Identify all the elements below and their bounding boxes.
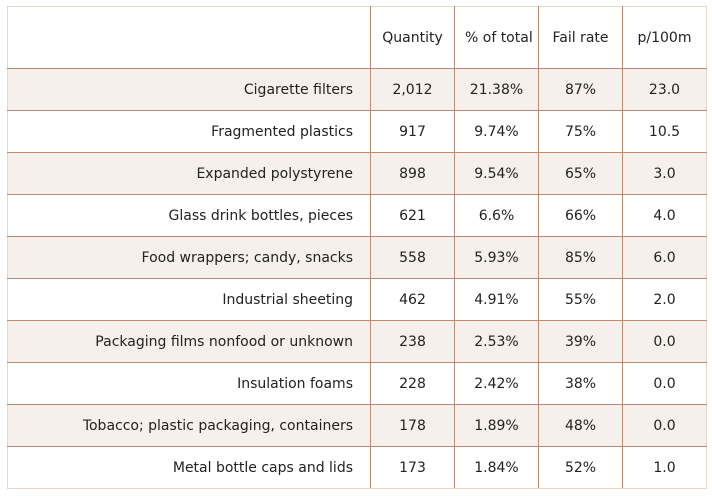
cell-fail-rate: 85%: [538, 236, 623, 279]
table-row: Insulation foams 228 2.42% 38% 0.0: [7, 362, 707, 405]
cell-percent: 6.6%: [454, 194, 539, 237]
header-per-100m: p/100m: [622, 6, 707, 69]
cell-per-100m: 1.0: [622, 446, 707, 489]
cell-item: Fragmented plastics: [7, 110, 371, 153]
table-row: Metal bottle caps and lids 173 1.84% 52%…: [7, 446, 707, 489]
cell-fail-rate: 55%: [538, 278, 623, 321]
cell-fail-rate: 87%: [538, 68, 623, 111]
table-row: Expanded polystyrene 898 9.54% 65% 3.0: [7, 152, 707, 195]
cell-item: Tobacco; plastic packaging, containers: [7, 404, 371, 447]
cell-percent: 21.38%: [454, 68, 539, 111]
cell-item: Glass drink bottles, pieces: [7, 194, 371, 237]
header-percent-of-total: % of total: [454, 6, 539, 69]
cell-quantity: 462: [370, 278, 455, 321]
cell-fail-rate: 75%: [538, 110, 623, 153]
header-item: [7, 6, 371, 69]
header-row: Quantity % of total Fail rate p/100m: [7, 6, 707, 69]
table-row: Fragmented plastics 917 9.74% 75% 10.5: [7, 110, 707, 153]
cell-fail-rate: 39%: [538, 320, 623, 363]
cell-percent: 4.91%: [454, 278, 539, 321]
table-row: Food wrappers; candy, snacks 558 5.93% 8…: [7, 236, 707, 279]
cell-per-100m: 0.0: [622, 320, 707, 363]
cell-item: Insulation foams: [7, 362, 371, 405]
cell-percent: 1.84%: [454, 446, 539, 489]
cell-quantity: 238: [370, 320, 455, 363]
data-table-container: Quantity % of total Fail rate p/100m Cig…: [7, 6, 707, 489]
cell-percent: 2.53%: [454, 320, 539, 363]
table-row: Cigarette filters 2,012 21.38% 87% 23.0: [7, 68, 707, 111]
cell-quantity: 173: [370, 446, 455, 489]
cell-quantity: 178: [370, 404, 455, 447]
cell-item: Food wrappers; candy, snacks: [7, 236, 371, 279]
cell-item: Metal bottle caps and lids: [7, 446, 371, 489]
header-fail-rate: Fail rate: [538, 6, 623, 69]
cell-fail-rate: 38%: [538, 362, 623, 405]
cell-item: Industrial sheeting: [7, 278, 371, 321]
table-header: Quantity % of total Fail rate p/100m: [7, 6, 707, 69]
cell-percent: 5.93%: [454, 236, 539, 279]
cell-per-100m: 3.0: [622, 152, 707, 195]
cell-fail-rate: 52%: [538, 446, 623, 489]
table-row: Tobacco; plastic packaging, containers 1…: [7, 404, 707, 447]
table-row: Glass drink bottles, pieces 621 6.6% 66%…: [7, 194, 707, 237]
cell-per-100m: 6.0: [622, 236, 707, 279]
litter-summary-table: Quantity % of total Fail rate p/100m Cig…: [7, 6, 707, 489]
cell-percent: 2.42%: [454, 362, 539, 405]
cell-item: Packaging films nonfood or unknown: [7, 320, 371, 363]
table-row: Packaging films nonfood or unknown 238 2…: [7, 320, 707, 363]
cell-item: Cigarette filters: [7, 68, 371, 111]
cell-quantity: 558: [370, 236, 455, 279]
cell-quantity: 2,012: [370, 68, 455, 111]
cell-quantity: 228: [370, 362, 455, 405]
header-quantity: Quantity: [370, 6, 455, 69]
cell-percent: 9.74%: [454, 110, 539, 153]
cell-quantity: 917: [370, 110, 455, 153]
cell-quantity: 621: [370, 194, 455, 237]
cell-percent: 1.89%: [454, 404, 539, 447]
cell-fail-rate: 66%: [538, 194, 623, 237]
cell-fail-rate: 65%: [538, 152, 623, 195]
cell-per-100m: 10.5: [622, 110, 707, 153]
cell-per-100m: 0.0: [622, 362, 707, 405]
cell-percent: 9.54%: [454, 152, 539, 195]
cell-fail-rate: 48%: [538, 404, 623, 447]
cell-per-100m: 4.0: [622, 194, 707, 237]
cell-per-100m: 0.0: [622, 404, 707, 447]
cell-quantity: 898: [370, 152, 455, 195]
table-row: Industrial sheeting 462 4.91% 55% 2.0: [7, 278, 707, 321]
cell-per-100m: 23.0: [622, 68, 707, 111]
table-body: Cigarette filters 2,012 21.38% 87% 23.0 …: [7, 68, 707, 489]
cell-per-100m: 2.0: [622, 278, 707, 321]
cell-item: Expanded polystyrene: [7, 152, 371, 195]
